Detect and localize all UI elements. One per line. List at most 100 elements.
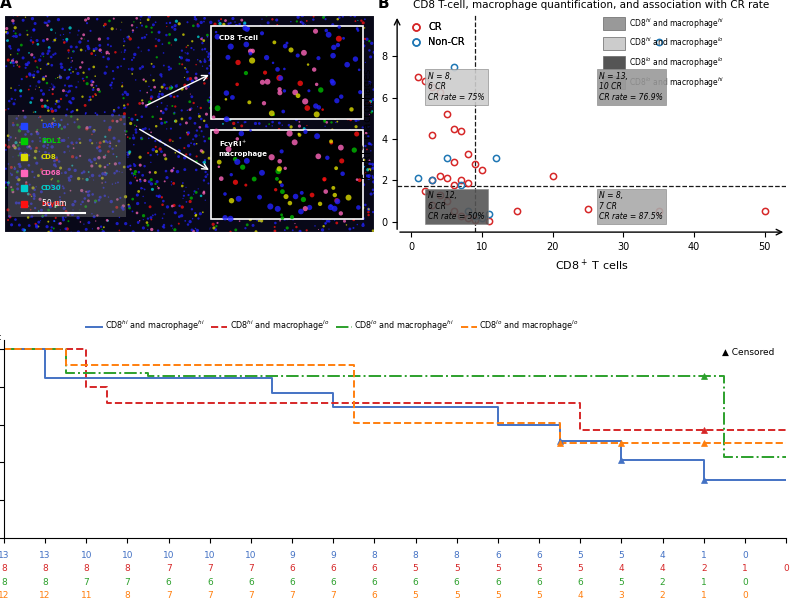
Point [250,63,262,72]
Point [288,209,301,219]
Point [196,33,209,43]
Point [6,31,19,41]
Point [169,208,182,218]
Point [81,175,93,185]
Point [221,153,234,162]
Text: 2: 2 [701,564,706,573]
Point [167,165,179,175]
Point [342,154,355,164]
Point [99,169,111,179]
Point [156,118,168,128]
Text: 6: 6 [207,578,213,587]
Point [219,189,231,199]
Point [363,139,376,149]
Point [127,140,140,150]
Point [292,164,304,174]
Point [310,80,323,89]
Point [88,154,101,164]
Bar [604,37,625,50]
Point [334,175,347,185]
Point [14,91,27,101]
Point [275,210,288,219]
Point [225,213,238,223]
Point [356,93,368,103]
Point [279,42,292,51]
Point [23,221,36,230]
Point [35,187,47,197]
Point [232,212,245,222]
Point [289,87,302,97]
Point [340,78,352,88]
Point [334,154,347,164]
Point [236,34,249,43]
Point [324,213,337,223]
Point [337,193,350,203]
Point [255,210,268,220]
Point [338,43,351,53]
Point [331,197,344,206]
Point [203,61,216,71]
Point [346,55,359,65]
Point [20,60,32,69]
Point [198,17,210,27]
Point [330,144,343,153]
Point [329,142,342,151]
Point [233,112,246,121]
Point [82,36,95,46]
Point [278,215,291,224]
Text: 5: 5 [495,564,501,573]
Point [48,216,61,226]
Point [243,41,256,51]
Point [147,20,160,30]
Point [102,40,115,49]
Point [300,202,313,212]
Point [363,46,376,55]
CD8$^{lo}$ and macrophage$^{hi}$ [720,453,729,461]
Point [310,162,322,171]
Point [294,165,307,175]
Point [122,99,134,109]
Point [226,93,239,103]
Point [273,118,286,128]
Point [219,136,231,146]
Point [298,124,310,133]
Point [38,134,51,144]
Point [63,86,76,96]
Point [310,161,323,171]
Point [140,77,152,86]
Point [45,104,58,114]
Bar [604,56,625,69]
Point [47,84,59,94]
Point [66,56,79,66]
Point [212,197,224,207]
Point [211,197,224,206]
Point [198,188,210,198]
Point [337,11,349,21]
Point [308,52,321,62]
Point [145,85,157,95]
Text: N = 8,
7 CR
CR rate = 87.5%: N = 8, 7 CR CR rate = 87.5% [600,192,664,221]
Point [309,221,322,231]
Point [250,227,262,236]
Point [42,140,55,150]
Point [134,177,147,186]
Point [66,93,79,103]
Point [321,173,333,183]
Point [214,19,227,28]
Point [254,31,267,40]
Point [195,34,208,44]
Point [288,191,300,200]
Point [77,30,90,40]
Text: 6: 6 [495,578,501,587]
Point [251,184,264,194]
Point [157,48,170,58]
Point [42,217,55,227]
Point [37,36,50,46]
Point [224,168,236,177]
Point [198,36,210,45]
Point [266,121,279,131]
Point [82,43,95,53]
Point [208,223,220,233]
Point [178,191,190,201]
Point [130,23,143,33]
